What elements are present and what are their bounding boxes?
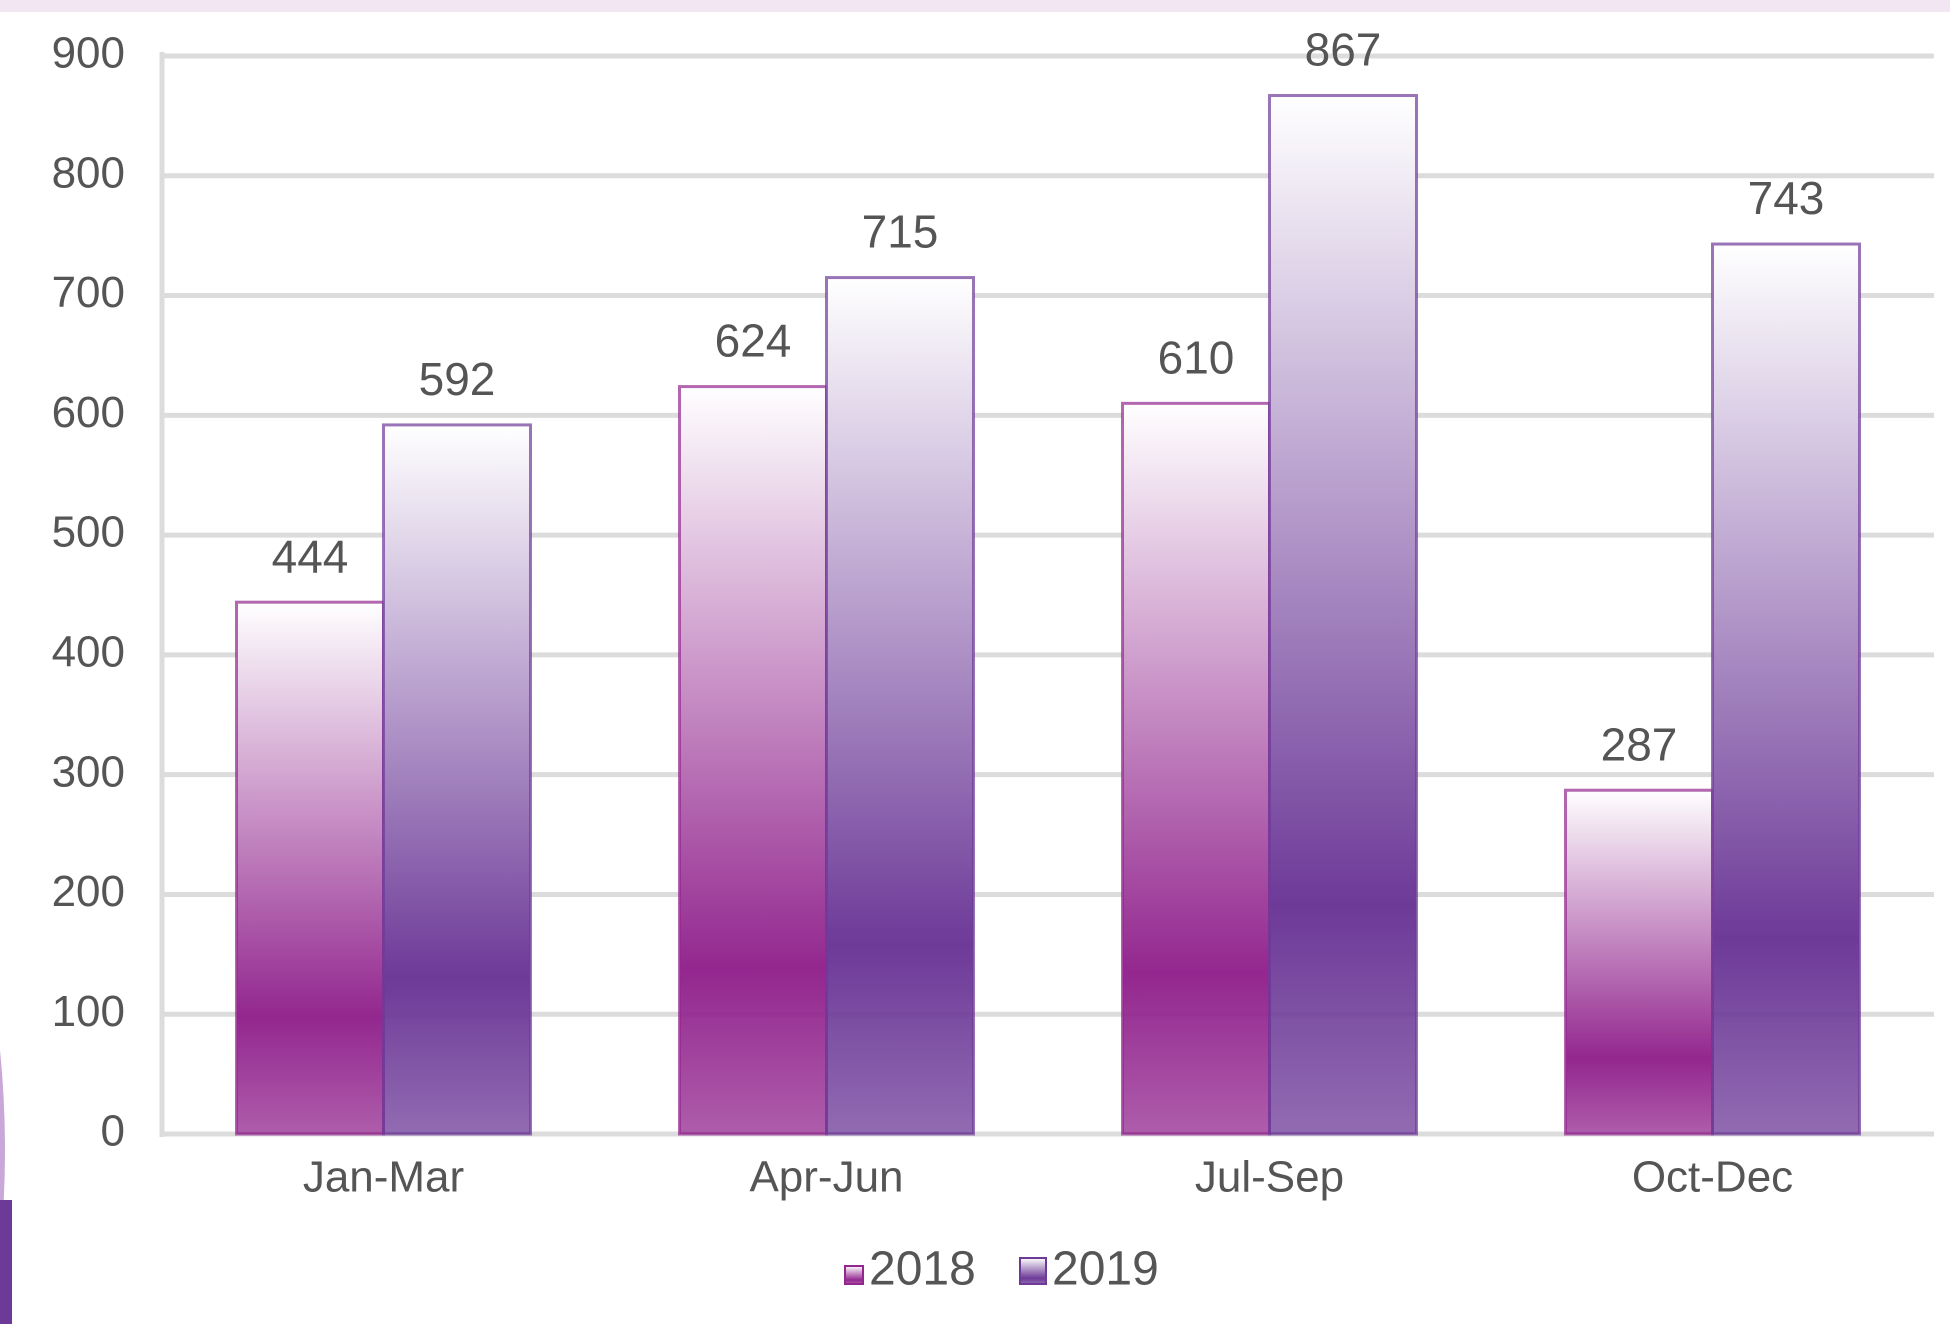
- bar: [235, 600, 385, 1136]
- bar: [1268, 94, 1418, 1136]
- data-label: 592: [419, 353, 496, 405]
- y-tick-label: 200: [52, 867, 125, 916]
- top-band: [0, 0, 1950, 12]
- bar: [825, 276, 975, 1136]
- data-label: 867: [1305, 24, 1382, 76]
- y-tick-label: 400: [52, 628, 125, 677]
- bar: [1564, 788, 1714, 1136]
- x-tick-label: Oct-Dec: [1632, 1153, 1793, 1202]
- bar: [678, 385, 828, 1136]
- y-tick-label: 100: [52, 987, 125, 1036]
- legend-label: 2019: [1052, 1243, 1159, 1296]
- x-tick-label: Jul-Sep: [1195, 1153, 1344, 1202]
- bar: [382, 423, 532, 1136]
- legend-swatch: [1019, 1257, 1047, 1285]
- data-label: 624: [715, 315, 792, 367]
- y-tick-label: 700: [52, 268, 125, 317]
- data-label: 444: [272, 530, 349, 582]
- decor-left-dark: [0, 1200, 12, 1324]
- bar: [1711, 242, 1861, 1136]
- y-tick-label: 800: [52, 148, 125, 197]
- data-label: 610: [1158, 332, 1235, 384]
- data-label: 743: [1748, 172, 1825, 224]
- legend-label: 2018: [869, 1243, 976, 1296]
- x-tick-label: Apr-Jun: [749, 1153, 903, 1202]
- data-label: 715: [862, 206, 939, 258]
- y-tick-label: 0: [101, 1107, 125, 1156]
- y-tick-label: 900: [52, 29, 125, 78]
- y-tick-label: 600: [52, 388, 125, 437]
- x-tick-label: Jan-Mar: [303, 1153, 464, 1202]
- data-label: 287: [1601, 718, 1678, 770]
- y-tick-label: 500: [52, 508, 125, 557]
- legend: 2018 2019: [844, 1243, 1159, 1296]
- y-tick-label: 300: [52, 747, 125, 796]
- legend-swatch: [844, 1265, 864, 1285]
- bar: [1121, 401, 1271, 1136]
